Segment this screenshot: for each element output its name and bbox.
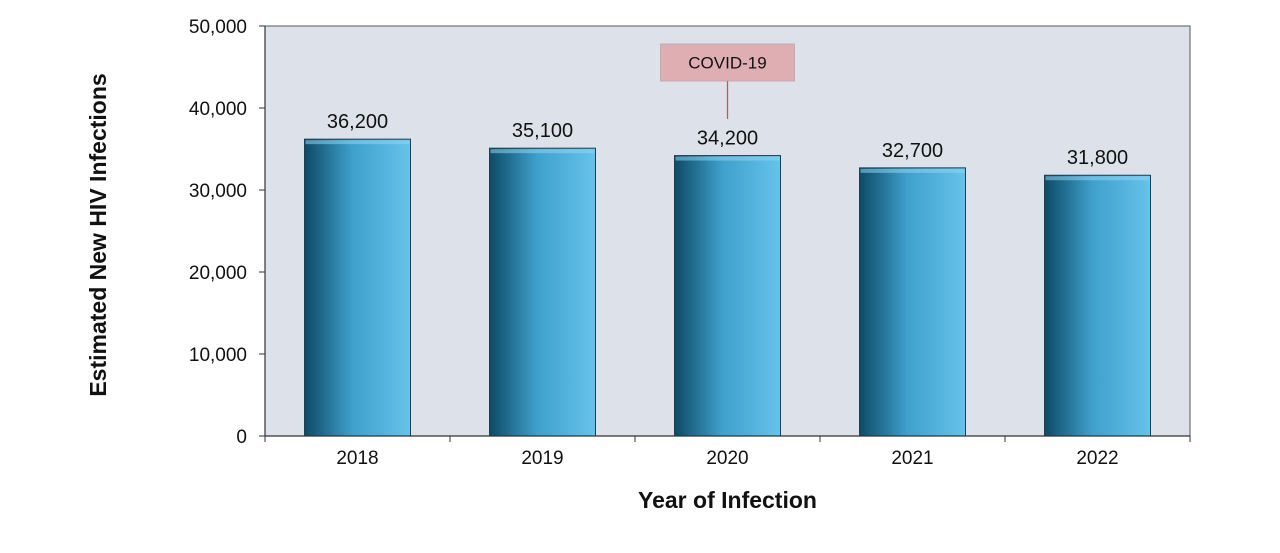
y-tick-label-40000: 40,000 (189, 99, 247, 120)
bar-rect-2021 (859, 167, 966, 437)
data-label-2021: 32,700 (882, 140, 943, 162)
data-label-2020: 34,200 (697, 128, 758, 150)
bar-rect-2018 (304, 138, 411, 437)
y-axis-title: Estimated New HIV Infections (85, 73, 111, 396)
bar-rect-2022 (1044, 174, 1151, 437)
bar-2018: 36,200 (304, 111, 411, 437)
x-tick-label-2021: 2021 (891, 448, 933, 469)
x-axis-title: Year of Infection (638, 487, 817, 513)
y-tick-label-50000: 50,000 (189, 17, 247, 38)
data-label-2019: 35,100 (512, 120, 573, 142)
y-tick-label-20000: 20,000 (189, 263, 247, 284)
bar-top-highlight (860, 168, 965, 173)
data-label-2018: 36,200 (327, 111, 388, 133)
y-tick-label-10000: 10,000 (189, 345, 247, 366)
bar-2020: 34,200 (674, 128, 781, 437)
bar-rect-2020 (674, 155, 781, 437)
bar-top-highlight (490, 149, 595, 154)
bar-2019: 35,100 (489, 120, 596, 437)
bar-rect-2019 (489, 147, 596, 437)
covid-annotation: COVID-19 (660, 43, 795, 119)
bar-2022: 31,800 (1044, 147, 1151, 437)
annotation-box (660, 43, 795, 82)
x-tick-label-2022: 2022 (1076, 448, 1118, 469)
x-tick-label-2019: 2019 (521, 448, 563, 469)
bar-top-highlight (675, 156, 780, 161)
bar-2021: 32,700 (859, 140, 966, 437)
data-label-2022: 31,800 (1067, 147, 1128, 169)
y-tick-label-0: 0 (236, 427, 247, 448)
bar-top-highlight (1045, 176, 1150, 181)
y-tick-label-30000: 30,000 (189, 181, 247, 202)
bar-top-highlight (305, 140, 410, 145)
x-tick-label-2020: 2020 (706, 448, 748, 469)
annotation-label: COVID-19 (688, 54, 766, 73)
x-tick-label-2018: 2018 (336, 448, 378, 469)
